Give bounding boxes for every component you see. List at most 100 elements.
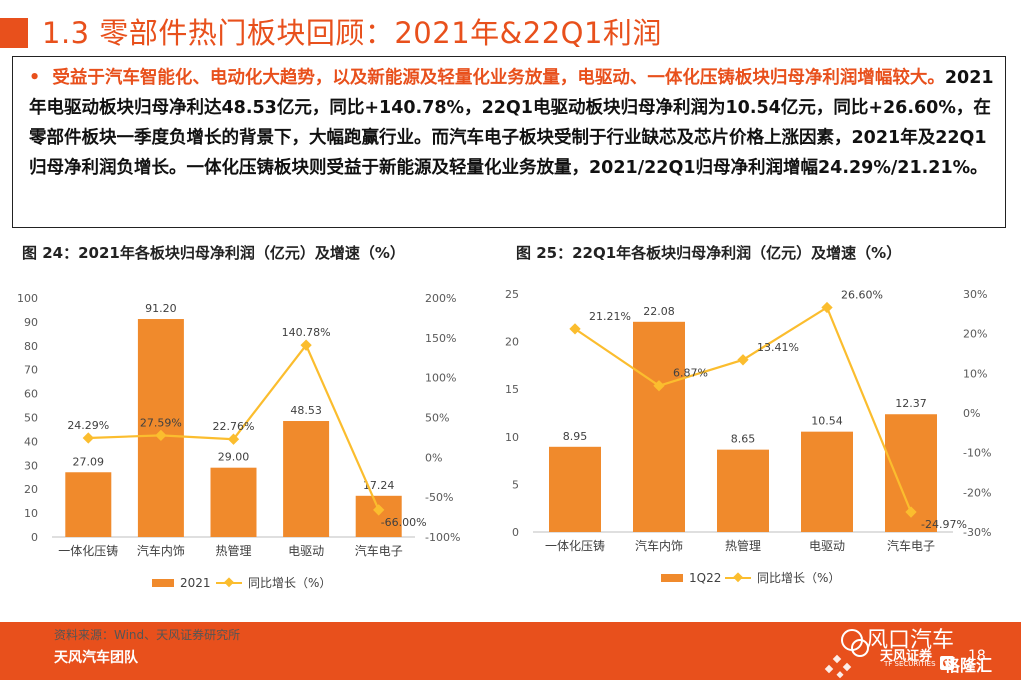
x-tick-label: 热管理 [725,538,761,553]
bar [137,319,184,537]
y-tick-label: 10 [24,507,38,520]
bullet-icon: • [29,68,41,88]
y-tick-label: 100 [17,292,38,305]
wechat-brand: 风口汽车 [866,628,955,653]
bar-value-label: 8.65 [731,433,756,446]
growth-value-label: 140.78% [282,326,331,339]
figure-25-title: 图 25：22Q1年各板块归母净利润（亿元）及增速（%） [516,244,902,262]
tf-brand-en: TF SECURITIES [884,660,936,668]
bar-value-label: 22.08 [643,305,675,318]
bar-value-label: 8.95 [563,430,588,443]
figure-24-title: 图 24：2021年各板块归母净利润（亿元）及增速（%） [22,244,405,262]
summary-box: • 受益于汽车智能化、电动化大趋势，以及新能源及轻量化业务放量，电驱动、一体化压… [12,56,1006,228]
growth-value-label: 22.76% [213,420,255,433]
bar [210,467,257,537]
growth-marker [373,504,385,516]
y-tick-label: 25 [505,288,519,301]
y-tick-label: 0 [512,526,519,539]
footer-bar [0,622,1021,680]
legend-label-bar: 2021 [180,576,211,590]
y-tick-label: 15 [505,383,519,396]
legend-marker-line [224,577,234,588]
bar [717,449,769,532]
summary-body: 2021年电驱动板块归母净利达48.53亿元，同比+140.78%，22Q1电驱… [29,68,994,178]
y2-tick-label: 10% [963,367,987,380]
y-tick-label: 30 [24,459,38,472]
y-tick-label: 40 [24,435,38,448]
growth-marker [155,429,167,442]
bar [355,495,402,537]
growth-marker [82,432,94,444]
legend-marker-line [733,572,743,583]
bar-value-label: 91.20 [145,302,177,315]
summary-lead: 受益于汽车智能化、电动化大趋势，以及新能源及轻量化业务放量，电驱动、一体化压铸板… [52,68,945,88]
y2-tick-label: -30% [963,526,991,539]
legend-label-bar: 1Q22 [689,571,721,585]
svg-text:G: G [942,657,951,670]
legend-swatch-bar [661,574,683,582]
y-tick-label: 0 [31,531,38,544]
y-tick-label: 20 [24,483,38,496]
bar-value-label: 27.09 [73,455,105,468]
title-accent-bar [0,18,28,48]
x-tick-label: 电驱动 [288,544,324,558]
y-tick-label: 5 [512,478,519,491]
y2-tick-label: -50% [425,491,453,504]
brand-logo-area: G [800,622,1021,680]
page-title: 1.3 零部件热门板块回顾：2021年&22Q1利润 [42,16,662,50]
bar-value-label: 17.24 [363,479,395,492]
chart-2021-profit: 0 10 20 30 40 50 60 70 80 90 100 -100% -50% 0% 50% 100%… [17,292,460,590]
y2-tick-label: 20% [963,328,987,341]
team-name: 天风汽车团队 [54,650,138,666]
chart-22q1-profit: 0 5 10 15 20 25 -30% -20% -10% 0% 10% 20% 30% 8.95 一体化… [505,288,991,585]
y-tick-label: 60 [24,388,38,401]
bar [283,421,330,537]
tf-brand-cn: 天风证券 [880,649,933,664]
x-tick-label: 汽车电子 [355,543,403,558]
growth-marker [227,433,240,445]
growth-value-label: 24.29% [67,419,109,432]
growth-marker [737,354,749,366]
y-tick-label: 10 [505,431,519,444]
x-tick-label: 热管理 [215,543,251,558]
y-tick-label: 80 [24,340,38,353]
wechat-logo-icon: G [824,629,954,679]
growth-value-label: 6.87% [673,367,708,380]
bar [549,446,601,532]
legend-swatch-bar [152,579,174,587]
growth-value-label: 27.59% [140,416,182,429]
growth-value-label: 13.41% [757,341,799,354]
bar-value-label: 12.37 [895,397,927,410]
y-tick-label: 20 [505,336,519,349]
growth-value-label: 26.60% [841,288,883,301]
source-note: 资料来源：Wind、天风证券研究所 [54,628,241,642]
y2-tick-label: 150% [425,332,456,345]
y2-tick-label: -20% [963,486,991,499]
y2-tick-label: 100% [425,372,456,385]
y2-tick-label: -10% [963,447,991,460]
y-tick-label: 90 [24,316,38,329]
x-tick-label: 汽车内饰 [137,543,185,558]
x-tick-label: 汽车电子 [887,538,935,553]
growth-value-label: -24.97% [921,518,967,531]
y2-tick-label: 200% [425,292,456,305]
growth-marker [905,506,917,518]
x-tick-label: 一体化压铸 [545,538,605,553]
growth-value-label: -66.00% [381,516,427,529]
summary-text: • 受益于汽车智能化、电动化大趋势，以及新能源及轻量化业务放量，电驱动、一体化压… [29,63,995,183]
growth-marker [821,301,833,314]
y-tick-label: 50 [24,412,38,425]
legend-label-line: 同比增长（%） [757,571,840,585]
x-tick-label: 电驱动 [809,539,845,553]
bar-value-label: 10.54 [811,415,843,428]
x-tick-label: 汽车内饰 [635,538,683,553]
y-tick-label: 70 [24,364,38,377]
y2-tick-label: 0% [963,407,980,420]
growth-value-label: 21.21% [589,310,631,323]
y2-tick-label: 30% [963,288,987,301]
bar-value-label: 29.00 [218,451,250,464]
y2-tick-label: 50% [425,412,449,425]
bar [633,321,685,532]
bar [65,472,112,537]
watermark-brand: 格隆汇 [944,656,993,675]
